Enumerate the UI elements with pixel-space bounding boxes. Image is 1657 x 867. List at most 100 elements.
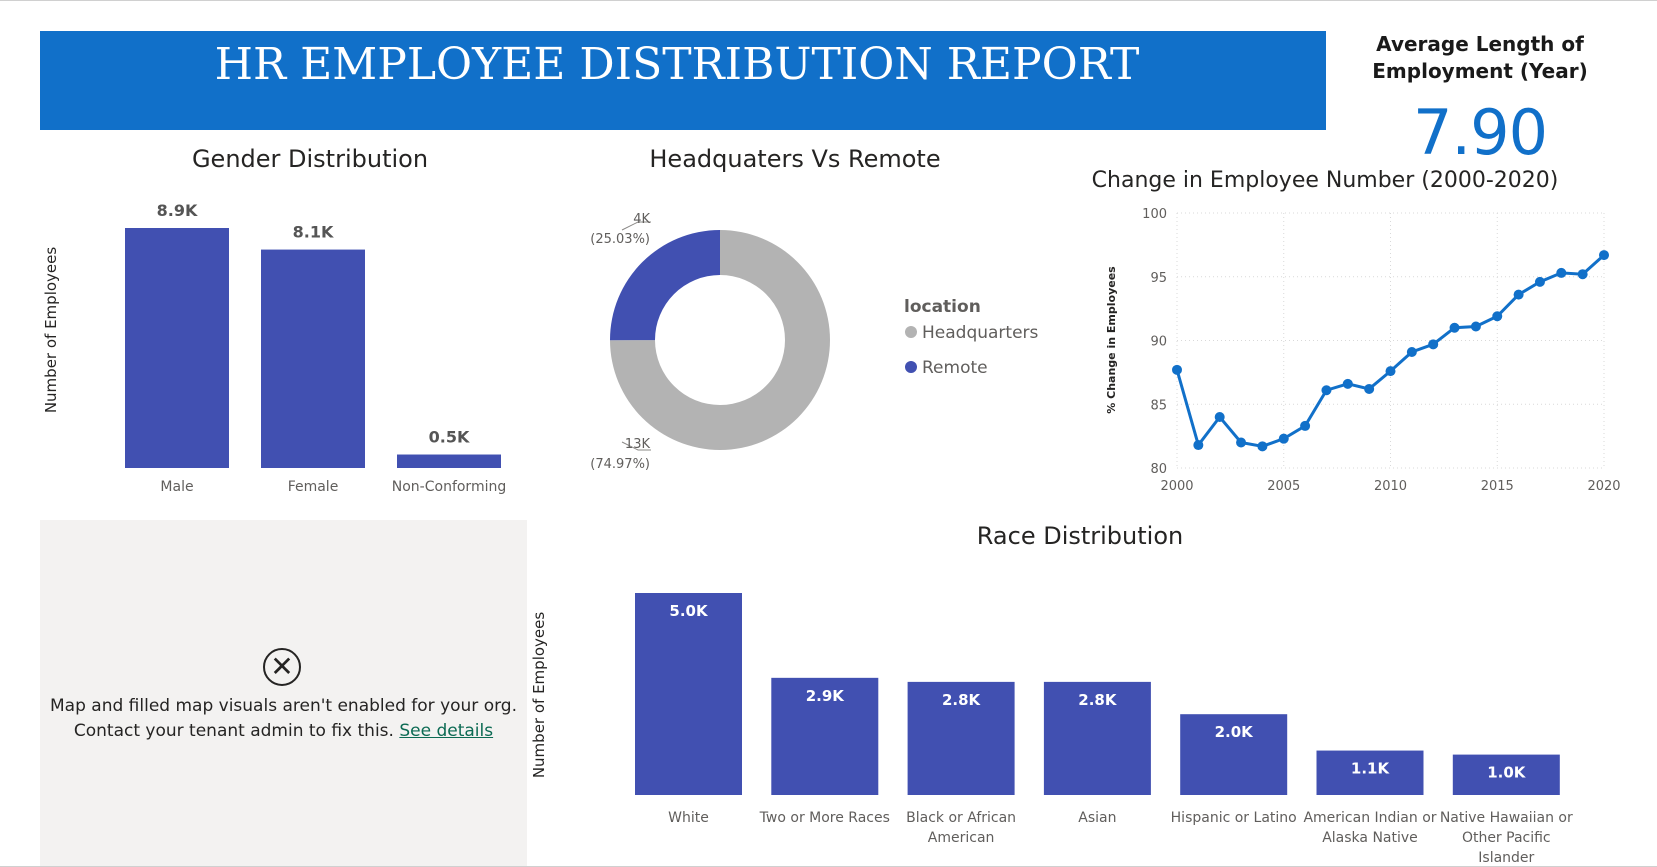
y-tick-label: 95 — [1150, 271, 1167, 286]
y-tick-label: 85 — [1150, 398, 1167, 413]
kpi-label-line1: Average Length of — [1376, 32, 1584, 56]
trend-point[interactable] — [1449, 322, 1460, 333]
trend-point[interactable] — [1492, 311, 1503, 322]
gender-bar-label: 0.5K — [429, 428, 470, 447]
top-border — [0, 0, 1657, 1]
race-bar-label: 5.0K — [669, 602, 709, 620]
trend-point[interactable] — [1236, 437, 1247, 448]
race-bar[interactable] — [1316, 750, 1424, 795]
gender-bar-label: 8.9K — [157, 201, 198, 220]
race-ylabel: Number of Employees — [530, 612, 548, 779]
location-donut-chart[interactable]: 4K (25.03%) 13K (74.97%) location Headquarter… — [580, 185, 1060, 485]
trend-point[interactable] — [1300, 420, 1311, 431]
x-tick-label: 2005 — [1267, 479, 1300, 494]
gender-bar[interactable] — [261, 249, 365, 468]
trend-point[interactable] — [1428, 339, 1439, 350]
race-category-label: American — [928, 830, 995, 846]
race-bar-label: 2.8K — [942, 691, 982, 709]
gender-category-label: Female — [288, 479, 339, 495]
hq-leader-line — [621, 441, 651, 451]
race-category-label: Islander — [1478, 850, 1534, 866]
trend-chart-title: Change in Employee Number (2000-2020) — [1091, 168, 1559, 193]
trend-point[interactable] — [1577, 269, 1588, 280]
remote-value-label: 4K — [633, 212, 650, 227]
gender-bar-label: 8.1K — [293, 223, 334, 242]
map-visual-panel — [40, 520, 527, 867]
trend-point[interactable] — [1599, 250, 1609, 261]
trend-point[interactable] — [1321, 385, 1332, 396]
race-bar[interactable] — [635, 593, 742, 795]
race-chart-title: Race Distribution — [976, 522, 1184, 550]
gender-bar[interactable] — [125, 228, 229, 468]
race-category-label: Other Pacific — [1462, 830, 1551, 846]
map-error-message: Map and filled map visuals aren't enable… — [40, 694, 527, 744]
x-tick-label: 2000 — [1160, 479, 1193, 494]
race-category-label: Two or More Races — [759, 810, 890, 826]
see-details-link[interactable]: See details — [399, 721, 494, 741]
trend-point[interactable] — [1406, 346, 1417, 357]
report-title: HR EMPLOYEE DISTRIBUTION REPORT — [214, 39, 1140, 90]
donut-slice-headquarters[interactable] — [610, 230, 830, 450]
trend-point[interactable] — [1172, 364, 1182, 375]
error-x-icon: ✕ — [263, 648, 301, 686]
gender-chart-title: Gender Distribution — [191, 145, 429, 173]
y-tick-label: 80 — [1150, 462, 1167, 477]
race-category-label: American Indian or — [1303, 810, 1436, 826]
gender-bar[interactable] — [397, 454, 501, 468]
gender-category-label: Non-Conforming — [392, 479, 506, 495]
location-chart-title: Headquaters Vs Remote — [649, 145, 941, 173]
trend-point[interactable] — [1470, 321, 1481, 332]
race-bar[interactable] — [907, 681, 1015, 795]
x-tick-label: 2020 — [1587, 479, 1620, 494]
trend-ylabel: % Change in Employees — [1105, 266, 1118, 414]
x-tick-label: 2010 — [1374, 479, 1407, 494]
race-category-label: Asian — [1078, 810, 1116, 826]
race-bar-label: 2.0K — [1215, 723, 1255, 741]
race-bar[interactable] — [1180, 714, 1288, 795]
kpi-label: Average Length of Employment (Year) — [1340, 31, 1620, 85]
trend-point[interactable] — [1257, 441, 1268, 452]
trend-point[interactable] — [1556, 267, 1567, 278]
race-category-label: White — [668, 810, 709, 826]
race-chart[interactable]: Number of Employees 5.0K White 2.9K Two or M… — [530, 560, 1640, 867]
trend-point[interactable] — [1214, 412, 1225, 422]
map-error-line2: Contact your tenant admin to fix this. S… — [40, 719, 527, 744]
trend-line-chart[interactable]: 80 85 90 95 100 2000 2005 2010 2015 2020 % Change … — [1095, 200, 1635, 500]
kpi-value: 7.90 — [1412, 96, 1548, 169]
y-tick-label: 90 — [1150, 335, 1167, 350]
trend-point[interactable] — [1278, 433, 1289, 444]
gender-chart[interactable]: Number of Employees 8.9K Male 8.1K Female 0.5… — [40, 185, 540, 495]
legend-item-headquarters[interactable]: Headquarters — [922, 323, 1039, 343]
remote-percent-label: (25.03%) — [590, 232, 650, 247]
gender-category-label: Male — [160, 479, 193, 495]
race-category-label: Alaska Native — [1322, 830, 1418, 846]
map-error-line1: Map and filled map visuals aren't enable… — [50, 696, 517, 716]
hq-percent-label: (74.97%) — [590, 457, 650, 472]
hq-value-label: 13K — [625, 437, 651, 452]
race-category-label: Black or African — [906, 810, 1016, 826]
trend-point[interactable] — [1513, 289, 1524, 300]
remote-leader-line — [621, 221, 651, 231]
race-bar[interactable] — [771, 677, 879, 795]
race-bar-label: 2.9K — [806, 687, 846, 705]
report-banner: HR EMPLOYEE DISTRIBUTION REPORT — [40, 31, 1326, 130]
donut-slice-remote[interactable] — [610, 230, 720, 341]
kpi-label-line2: Employment (Year) — [1372, 59, 1588, 83]
gender-ylabel: Number of Employees — [42, 247, 60, 414]
legend-marker — [905, 326, 917, 338]
legend-marker — [905, 361, 917, 373]
trend-point[interactable] — [1193, 440, 1204, 451]
trend-point[interactable] — [1534, 276, 1545, 287]
race-category-label: Native Hawaiian or — [1440, 810, 1573, 826]
race-bar[interactable] — [1452, 754, 1560, 795]
race-bar-label: 1.0K — [1487, 764, 1527, 782]
race-bar-label: 1.1K — [1351, 760, 1391, 778]
trend-point[interactable] — [1364, 383, 1375, 394]
trend-point[interactable] — [1342, 378, 1353, 389]
trend-point[interactable] — [1385, 366, 1396, 377]
race-bar[interactable] — [1043, 681, 1151, 795]
y-tick-label: 100 — [1142, 207, 1167, 222]
map-error-line2-text: Contact your tenant admin to fix this. — [73, 721, 394, 741]
legend-title: location — [904, 297, 981, 317]
legend-item-remote[interactable]: Remote — [922, 358, 988, 378]
